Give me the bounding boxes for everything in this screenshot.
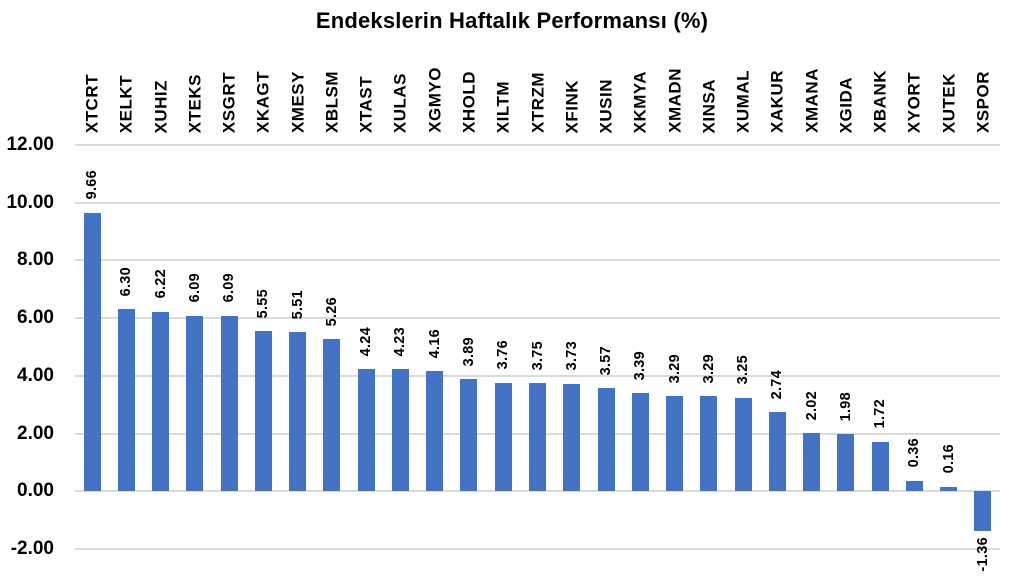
category-label: XFINK xyxy=(562,79,582,134)
category-label: XUSIN xyxy=(596,78,616,133)
category-label: XSGRT xyxy=(219,71,239,133)
bar-value-label: 3.29 xyxy=(700,353,717,384)
category-label: XSPOR xyxy=(973,70,993,133)
bar xyxy=(768,412,786,492)
bar-value-label: 3.89 xyxy=(460,336,477,367)
bar-value-label: 3.57 xyxy=(597,345,614,376)
bar-value-label: 4.16 xyxy=(426,328,443,359)
category-label: XELKT xyxy=(116,74,136,133)
y-axis-tick-label: 0.00 xyxy=(17,480,54,502)
bar-value-label: 3.39 xyxy=(632,351,649,381)
bar-value-label: 1.98 xyxy=(837,391,854,422)
bar xyxy=(631,393,649,492)
bar xyxy=(220,315,238,492)
bar xyxy=(357,368,375,492)
bar-value-label: 5.26 xyxy=(323,297,340,327)
bar xyxy=(563,383,581,492)
bar xyxy=(974,491,992,531)
category-label: XILTM xyxy=(493,80,513,133)
gridline xyxy=(75,201,1000,204)
bar-value-label: 2.74 xyxy=(769,369,786,400)
bar-value-label: 5.51 xyxy=(289,289,306,320)
bar xyxy=(83,212,101,492)
bar xyxy=(117,309,135,492)
bar xyxy=(426,371,444,492)
y-axis-tick-label: 10.00 xyxy=(6,191,54,213)
category-label: XTAST xyxy=(356,76,376,133)
bar-value-label: 0.16 xyxy=(940,444,957,474)
y-axis-tick-label: 4.00 xyxy=(17,364,54,386)
category-label: XMADN xyxy=(665,68,685,133)
category-label: XGMYO xyxy=(425,67,445,133)
bar xyxy=(460,379,478,492)
bar-value-label: 6.30 xyxy=(118,267,135,297)
category-label: XKAGT xyxy=(253,71,273,133)
gridline xyxy=(75,144,1000,146)
category-label: XKMYA xyxy=(630,70,650,133)
bar-value-label: 3.75 xyxy=(529,340,546,371)
bar-value-label: 6.09 xyxy=(186,273,203,303)
category-label: XTCRT xyxy=(82,73,102,133)
bar xyxy=(289,332,307,492)
y-axis-tick-label: -2.00 xyxy=(10,538,54,559)
category-label: XMESY xyxy=(288,70,308,133)
bar-value-label: 6.22 xyxy=(152,269,169,299)
bar xyxy=(529,383,546,492)
bar-value-label: 2.02 xyxy=(803,390,820,420)
gridline xyxy=(75,317,1000,320)
bar xyxy=(871,441,889,492)
bar-value-label: -1.36 xyxy=(974,536,991,572)
category-label: XINSA xyxy=(699,78,719,133)
y-axis-tick-label: 8.00 xyxy=(17,249,54,271)
category-label: XTRZM xyxy=(528,71,547,133)
y-axis-tick-label: 6.00 xyxy=(17,307,54,329)
bar xyxy=(666,396,684,492)
category-label: XUTEK xyxy=(939,72,959,133)
bar xyxy=(597,388,615,492)
gridline xyxy=(75,374,1000,377)
bar xyxy=(837,434,855,492)
bar-value-label: 1.72 xyxy=(871,399,888,429)
chart-title: Endekslerin Haftalık Performansı (%) xyxy=(315,8,709,33)
gridline xyxy=(75,490,1000,493)
bar-value-label: 6.09 xyxy=(220,273,237,303)
y-axis-tick-label: 2.00 xyxy=(17,422,54,444)
bar-value-label: 3.29 xyxy=(666,353,683,384)
bar-value-label: 0.36 xyxy=(906,438,923,468)
bar xyxy=(905,480,923,492)
category-label: XTEKS xyxy=(185,73,205,133)
bar xyxy=(734,397,752,492)
bar xyxy=(803,432,821,492)
bar xyxy=(700,396,718,492)
bar-value-label: 5.55 xyxy=(255,288,272,319)
bar-value-label: 3.76 xyxy=(494,340,511,370)
gridline xyxy=(75,548,1000,550)
bar-value-label: 4.23 xyxy=(392,326,409,357)
bar-value-label: 3.25 xyxy=(734,355,751,385)
bar xyxy=(940,486,958,492)
bar xyxy=(391,369,409,492)
y-axis-tick-label: 12.00 xyxy=(6,134,54,155)
bar-value-label: 9.66 xyxy=(83,170,100,200)
category-label: XYORT xyxy=(904,71,924,133)
gridline xyxy=(75,259,1000,262)
bar-value-label: 3.73 xyxy=(563,341,580,371)
category-label: XMANA xyxy=(802,68,822,133)
category-label: XBLSM xyxy=(322,71,342,133)
bar xyxy=(186,315,204,492)
bar-value-label: 4.24 xyxy=(357,326,374,356)
bar xyxy=(152,311,170,492)
bar xyxy=(323,339,341,492)
category-label: XHOLD xyxy=(459,71,479,133)
bar xyxy=(494,382,512,492)
category-label: XUMAL xyxy=(733,70,753,133)
category-label: XGIDA xyxy=(836,76,856,133)
bar xyxy=(254,331,272,492)
category-label: XUHIZ xyxy=(151,79,171,134)
category-label: XULAS xyxy=(390,72,410,133)
category-label: XBANK xyxy=(870,70,890,133)
category-label: XAKUR xyxy=(767,70,787,133)
